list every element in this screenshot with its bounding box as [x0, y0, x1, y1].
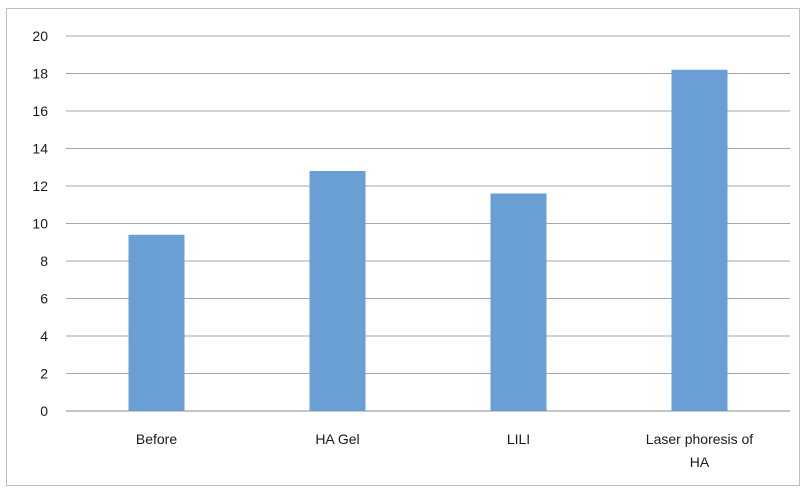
gridlines [66, 35, 790, 412]
y-tick-label: 4 [40, 328, 48, 344]
x-tick-label: HA Gel [315, 431, 359, 447]
bars [128, 69, 728, 411]
y-tick-label: 14 [32, 141, 48, 157]
x-tick-label: Before [136, 431, 177, 447]
x-tick-label: Laser phoresis of HA [646, 431, 754, 470]
y-tick-label: 16 [32, 103, 48, 119]
y-tick-label: 12 [32, 178, 48, 194]
bar-lili [490, 193, 547, 411]
bar-laser-phoresis-of-ha [671, 69, 728, 411]
x-tick-label: LILI [507, 431, 530, 447]
y-tick-label: 8 [40, 253, 48, 269]
bar-ha-gel [309, 171, 366, 411]
x-axis-ticks: Before HA Gel LILI Laser phoresis of HA [136, 431, 753, 470]
y-tick-label: 2 [40, 366, 48, 382]
y-tick-label: 18 [32, 66, 48, 82]
y-tick-label: 6 [40, 291, 48, 307]
bar-before [128, 234, 185, 411]
y-tick-label: 20 [32, 28, 48, 44]
y-tick-label: 0 [40, 403, 48, 419]
y-tick-label: 10 [32, 216, 48, 232]
y-axis-ticks: 0 2 4 6 8 10 12 14 16 18 20 [32, 28, 48, 419]
